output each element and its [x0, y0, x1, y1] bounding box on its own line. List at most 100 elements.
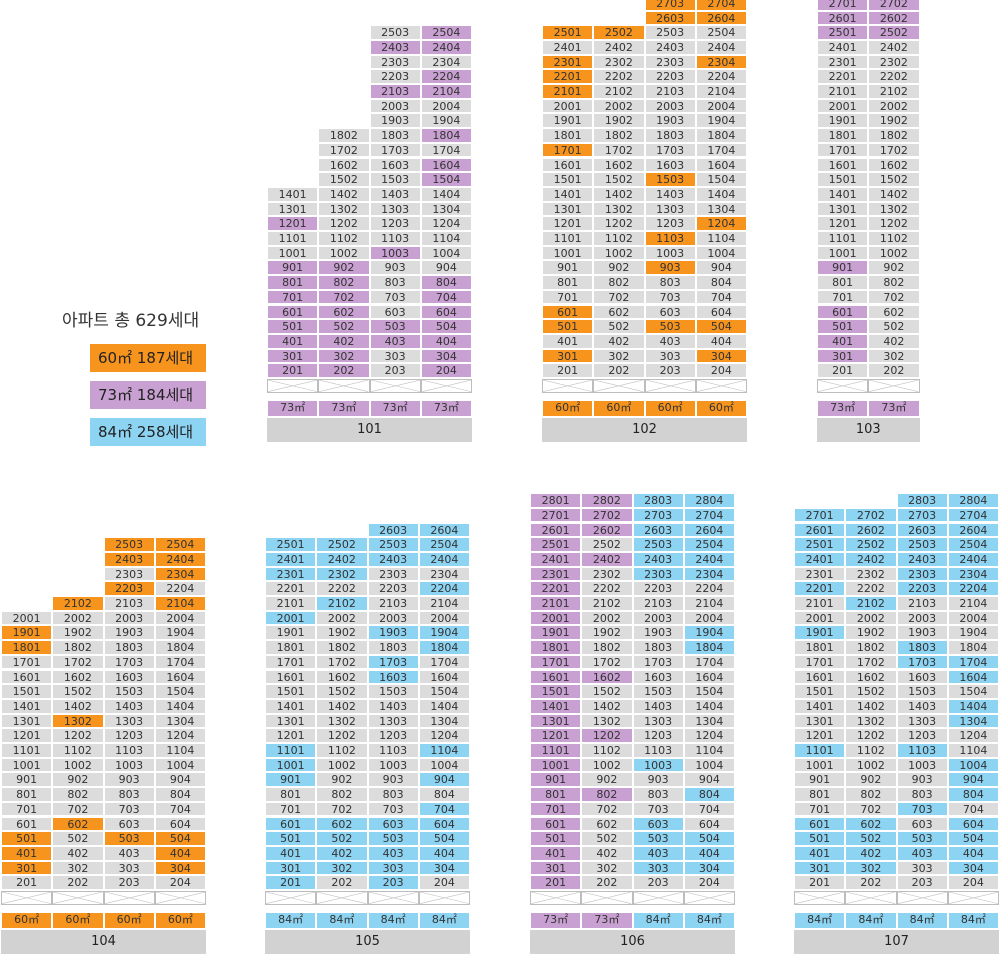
- unit-cell: 2201: [530, 581, 582, 596]
- unit-cell: 1103: [367, 743, 419, 758]
- unit-cell: 702: [845, 801, 897, 817]
- piloti-cell: [581, 891, 633, 905]
- unit-cell: 2001: [817, 98, 869, 114]
- piloti-cell: [265, 891, 317, 905]
- unit-cell: 1802: [316, 640, 368, 655]
- unit-cell: 904: [683, 772, 735, 788]
- unit-cell: 701: [794, 801, 846, 817]
- unit-type-label: 73㎡: [530, 912, 582, 929]
- unit-cell: 2101: [530, 596, 582, 611]
- unit-cell: 903: [369, 260, 421, 276]
- unit-cell: 703: [369, 289, 421, 305]
- unit-cell: 2701: [530, 507, 582, 523]
- unit-cell: 2401: [542, 39, 594, 55]
- unit-cell: 1404: [420, 186, 472, 202]
- unit-cell: 2504: [683, 537, 735, 552]
- unit-cell: 301: [794, 860, 846, 876]
- unit-cell: 1004: [683, 757, 735, 773]
- unit-cell: 1701: [265, 654, 317, 670]
- unit-cell: 2404: [420, 39, 472, 55]
- unit-cell: 2703: [632, 507, 684, 523]
- unit-cell: 2001: [542, 98, 594, 114]
- unit-cell: 1601: [542, 157, 594, 173]
- unit-cell: 603: [103, 816, 155, 832]
- unit-cell: 802: [581, 787, 633, 802]
- unit-cell: 401: [530, 845, 582, 861]
- unit-cell: 1604: [947, 669, 999, 685]
- unit-cell: 2101: [794, 596, 846, 611]
- unit-cell: 2503: [644, 25, 696, 40]
- unit-cell: 1204: [683, 728, 735, 743]
- unit-cell: 2204: [947, 581, 999, 596]
- unit-cell: 2203: [367, 581, 419, 596]
- unit-cell: 1303: [103, 713, 155, 729]
- unit-cell: 2202: [868, 69, 920, 84]
- unit-cell: 503: [896, 831, 948, 846]
- unit-cell: 1303: [644, 201, 696, 217]
- unit-cell: 2401: [817, 39, 869, 55]
- unit-cell: 1103: [896, 743, 948, 758]
- unit-cell: 2403: [367, 551, 419, 567]
- unit-type-label: 60㎡: [154, 912, 206, 929]
- unit-cell: 2403: [103, 551, 155, 567]
- unit-cell: 602: [845, 816, 897, 832]
- unit-cell: 2303: [632, 566, 684, 582]
- unit-cell: 1803: [367, 640, 419, 655]
- piloti-cell: [420, 379, 472, 393]
- unit-cell: 2001: [794, 610, 846, 626]
- unit-cell: 504: [420, 319, 472, 334]
- unit-cell: 802: [316, 787, 368, 802]
- unit-cell: 1601: [794, 669, 846, 685]
- piloti-cell: [1, 891, 53, 905]
- unit-cell: 203: [103, 875, 155, 890]
- unit-cell: 304: [418, 860, 470, 876]
- unit-cell: 1002: [52, 757, 104, 773]
- unit-cell: 1403: [644, 186, 696, 202]
- unit-cell: 702: [316, 801, 368, 817]
- unit-cell: 1001: [530, 757, 582, 773]
- unit-cell: 701: [1, 801, 53, 817]
- unit-cell: 1103: [103, 743, 155, 758]
- unit-cell: 2003: [367, 610, 419, 626]
- unit-cell: 2002: [52, 610, 104, 626]
- unit-cell: 203: [896, 875, 948, 890]
- unit-cell: 2104: [418, 596, 470, 611]
- unit-cell: 1701: [542, 142, 594, 158]
- unit-cell: 602: [593, 304, 645, 320]
- unit-cell: 904: [420, 260, 472, 276]
- unit-cell: 401: [1, 845, 53, 861]
- unit-cell: 1002: [316, 757, 368, 773]
- unit-cell: 204: [947, 875, 999, 890]
- unit-cell: 301: [542, 348, 594, 364]
- unit-cell: 1202: [868, 216, 920, 231]
- unit-cell: 202: [581, 875, 633, 890]
- unit-cell: 502: [318, 319, 370, 334]
- unit-cell: 1301: [267, 201, 319, 217]
- unit-cell: 1803: [103, 640, 155, 655]
- unit-cell: 1801: [265, 640, 317, 655]
- unit-cell: 1502: [845, 684, 897, 699]
- unit-cell: 1501: [1, 684, 53, 699]
- unit-cell: 1201: [265, 728, 317, 743]
- unit-cell: 1602: [845, 669, 897, 685]
- unit-cell: 1602: [593, 157, 645, 173]
- unit-cell: 1101: [530, 743, 582, 758]
- piloti-cell: [52, 891, 104, 905]
- unit-cell: 1903: [644, 113, 696, 129]
- unit-cell: 1402: [593, 186, 645, 202]
- building-label: 104: [1, 930, 206, 954]
- unit-cell: 201: [1, 875, 53, 890]
- unit-cell: 501: [1, 831, 53, 846]
- unit-cell: 1401: [267, 186, 319, 202]
- unit-cell: 1804: [418, 640, 470, 655]
- unit-cell: 2403: [896, 551, 948, 567]
- unit-cell: 1301: [1, 713, 53, 729]
- unit-cell: 1603: [644, 157, 696, 173]
- unit-cell: 1504: [683, 684, 735, 699]
- unit-cell: 502: [593, 319, 645, 334]
- building-label: 107: [794, 930, 999, 954]
- unit-cell: 1801: [530, 640, 582, 655]
- unit-cell: 1504: [947, 684, 999, 699]
- unit-cell: 1403: [632, 698, 684, 714]
- unit-cell: 302: [581, 860, 633, 876]
